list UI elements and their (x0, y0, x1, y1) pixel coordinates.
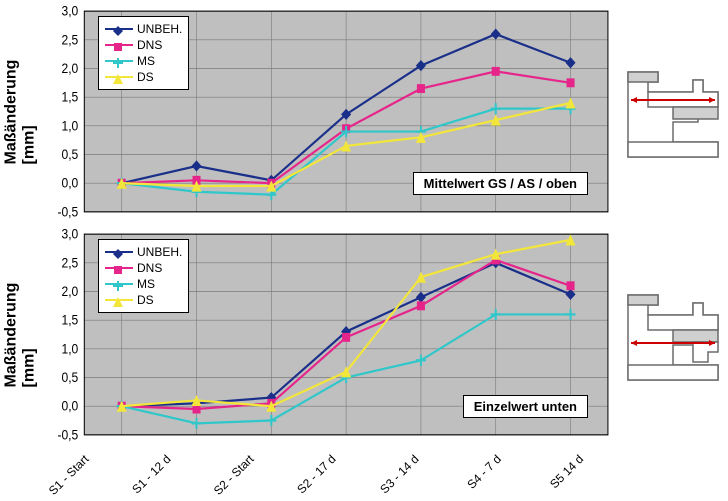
legend-item: DS (105, 69, 182, 85)
x-tick-label: S2 - Start (211, 452, 257, 498)
legend-label: UNBEH. (137, 21, 182, 37)
legend-label: DS (137, 69, 154, 85)
legend-item: UNBEH. (105, 244, 182, 260)
legend-item: UNBEH. (105, 21, 182, 37)
svg-text:1,0: 1,0 (61, 341, 78, 357)
chart-row-0: Maßänderung[mm] -0,5 0,0 0,5 1,0 1,5 2,0 2,5 3,… (0, 0, 728, 223)
svg-text:0,0: 0,0 (61, 398, 78, 414)
svg-text:2,5: 2,5 (61, 32, 78, 48)
x-tick-label: S5 14 d (547, 452, 586, 491)
svg-text:2,5: 2,5 (61, 255, 78, 271)
legend: UNBEH. DNS MS DS (98, 239, 189, 313)
profile-thumbnail-0 (623, 62, 723, 162)
x-tick-label: S1 - Start (45, 452, 91, 498)
legend-item: DS (105, 292, 182, 308)
legend: UNBEH. DNS MS DS (98, 16, 189, 90)
legend-label: DNS (137, 260, 162, 276)
svg-text:0,0: 0,0 (61, 175, 78, 191)
svg-text:0,5: 0,5 (61, 369, 78, 385)
chart-title-box: Einzelwert unten (463, 395, 588, 418)
svg-text:3,0: 3,0 (61, 226, 78, 242)
svg-text:0,5: 0,5 (61, 146, 78, 162)
chart-title-box: Mittelwert GS / AS / oben (413, 172, 588, 195)
x-tick-label: S4 - 7 d (464, 452, 504, 492)
y-axis-label: Maßänderung[mm] (0, 223, 40, 446)
legend-label: UNBEH. (137, 244, 182, 260)
svg-text:2,0: 2,0 (61, 60, 78, 76)
profile-thumbnail-1 (623, 285, 723, 385)
legend-label: MS (137, 53, 155, 69)
legend-item: DNS (105, 260, 182, 276)
chart-0: -0,5 0,0 0,5 1,0 1,5 2,0 2,5 3,0 UNBEH. DNS MS … (40, 0, 618, 223)
svg-text:2,0: 2,0 (61, 283, 78, 299)
legend-label: DNS (137, 37, 162, 53)
legend-item: MS (105, 276, 182, 292)
svg-text:3,0: 3,0 (61, 3, 78, 19)
chart-row-1: Maßänderung[mm] -0,5 0,0 0,5 1,0 1,5 2,0 2,5 3,… (0, 223, 728, 446)
x-tick-label: S3 - 14 d (377, 452, 421, 496)
x-axis: S1 - Start S1 - 12 d S2 - Start S2 - 17 d S3… (0, 446, 728, 501)
legend-item: DNS (105, 37, 182, 53)
legend-label: DS (137, 292, 154, 308)
legend-item: MS (105, 53, 182, 69)
chart-1: -0,5 0,0 0,5 1,0 1,5 2,0 2,5 3,0 UNBEH. DNS MS … (40, 223, 618, 446)
y-axis-label: Maßänderung[mm] (0, 0, 40, 223)
x-tick-label: S2 - 17 d (295, 452, 339, 496)
svg-text:-0,5: -0,5 (57, 427, 78, 443)
svg-text:-0,5: -0,5 (57, 204, 78, 220)
svg-text:1,0: 1,0 (61, 118, 78, 134)
svg-text:1,5: 1,5 (61, 312, 78, 328)
legend-label: MS (137, 276, 155, 292)
x-tick-label: S1 - 12 d (129, 452, 173, 496)
svg-text:1,5: 1,5 (61, 89, 78, 105)
